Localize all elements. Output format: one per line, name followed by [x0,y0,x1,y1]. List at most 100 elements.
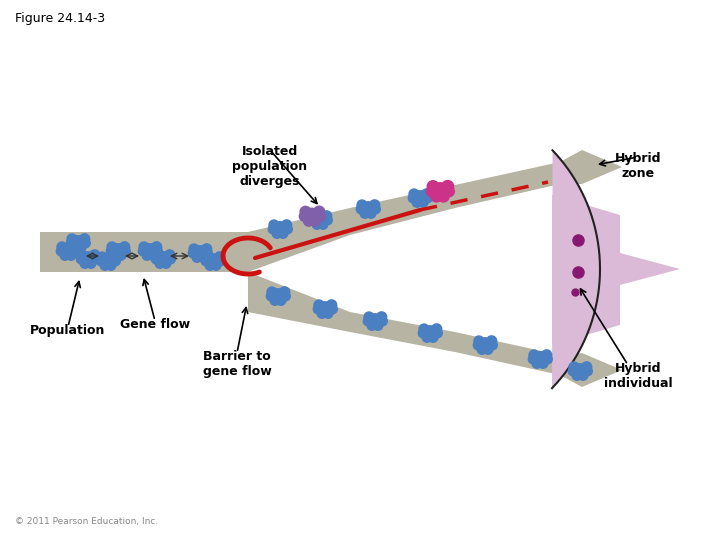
Circle shape [216,256,225,266]
Circle shape [361,202,374,214]
Circle shape [528,355,537,364]
Circle shape [77,250,87,260]
Circle shape [473,341,482,350]
Text: Barrier to
gene flow: Barrier to gene flow [202,350,271,378]
Circle shape [100,260,110,270]
Circle shape [107,242,117,252]
Circle shape [139,242,149,252]
Circle shape [422,333,432,342]
Circle shape [369,200,379,210]
Circle shape [278,228,288,238]
Circle shape [408,194,418,202]
Circle shape [269,225,277,234]
Circle shape [76,242,86,252]
Circle shape [532,359,542,368]
Circle shape [423,194,432,202]
Circle shape [142,251,152,260]
Circle shape [323,308,333,318]
Circle shape [314,300,324,310]
Circle shape [529,350,539,360]
Circle shape [198,253,208,262]
Circle shape [192,253,202,262]
Circle shape [120,242,130,252]
Circle shape [538,359,548,368]
Circle shape [433,329,442,338]
Polygon shape [552,150,680,388]
Circle shape [305,208,319,222]
Circle shape [202,256,210,266]
Circle shape [317,308,327,318]
Circle shape [310,215,320,226]
Circle shape [106,260,116,270]
Polygon shape [248,150,622,272]
Circle shape [377,312,387,322]
Circle shape [488,341,498,350]
Circle shape [433,183,447,197]
Circle shape [89,250,99,260]
Circle shape [112,256,120,266]
Circle shape [572,370,582,380]
Circle shape [267,287,277,297]
Circle shape [366,208,376,218]
Circle shape [427,181,438,192]
Circle shape [189,244,199,254]
Circle shape [153,247,162,256]
Circle shape [86,259,96,268]
Circle shape [314,213,326,225]
Circle shape [203,249,212,258]
Circle shape [431,324,441,334]
Circle shape [110,251,120,260]
Circle shape [202,244,212,254]
Circle shape [166,255,175,264]
Circle shape [372,205,380,214]
Circle shape [56,247,66,256]
Circle shape [148,251,158,260]
Circle shape [70,242,80,252]
Circle shape [378,316,387,326]
Circle shape [276,295,286,305]
Circle shape [568,367,577,376]
Circle shape [274,222,287,234]
Circle shape [76,255,85,264]
Circle shape [96,256,105,266]
Circle shape [303,215,314,226]
Circle shape [328,305,337,314]
Circle shape [431,191,442,202]
Circle shape [419,324,429,334]
Circle shape [91,255,100,264]
Circle shape [70,242,80,252]
Text: Population: Population [30,324,106,337]
Circle shape [151,255,161,264]
Circle shape [574,364,586,376]
Circle shape [313,305,323,314]
Circle shape [66,239,76,248]
Circle shape [442,180,454,192]
Circle shape [312,220,322,229]
Circle shape [428,333,438,342]
Circle shape [315,212,325,221]
Circle shape [66,251,76,260]
Circle shape [300,212,309,221]
Circle shape [444,186,454,197]
Circle shape [80,259,90,268]
Circle shape [424,326,436,338]
Circle shape [207,254,220,266]
Circle shape [215,252,225,262]
Circle shape [364,316,372,326]
Circle shape [82,252,94,264]
Circle shape [300,206,311,217]
Circle shape [418,198,428,207]
Circle shape [322,211,332,221]
Circle shape [97,252,107,262]
Circle shape [270,295,280,305]
Circle shape [412,198,422,207]
Circle shape [271,289,284,301]
Circle shape [161,259,171,268]
Circle shape [487,336,497,346]
Circle shape [314,206,325,217]
Circle shape [152,250,162,260]
Polygon shape [248,272,622,387]
Circle shape [157,252,169,264]
Circle shape [279,287,289,297]
Text: Hybrid
zone: Hybrid zone [615,152,661,180]
